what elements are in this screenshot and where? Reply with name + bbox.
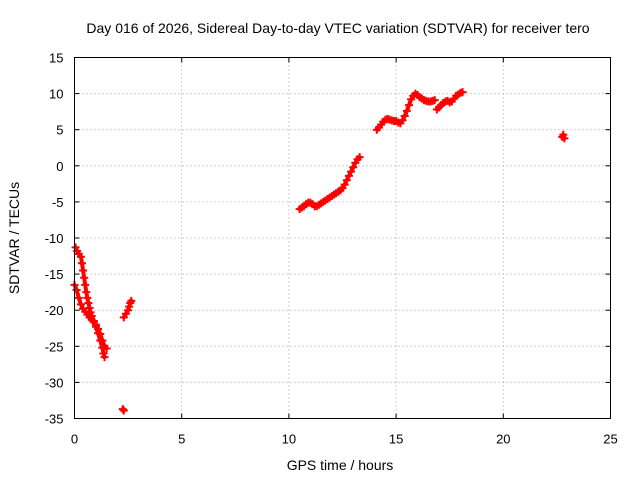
x-tick-label: 20 bbox=[496, 432, 510, 447]
y-tick-label: 0 bbox=[56, 159, 63, 174]
data-series-sdtvar bbox=[70, 88, 569, 415]
y-tick-label: -25 bbox=[45, 339, 64, 354]
y-tick-label: -30 bbox=[45, 375, 64, 390]
x-tick-label: 10 bbox=[282, 432, 296, 447]
data-point bbox=[355, 153, 364, 162]
data-point bbox=[100, 353, 109, 362]
y-axis-title: SDTVAR / TECUs bbox=[6, 182, 22, 294]
y-tick-label: 5 bbox=[56, 123, 63, 138]
data-point bbox=[127, 296, 136, 305]
data-point bbox=[458, 88, 467, 97]
x-tick-label: 0 bbox=[71, 432, 78, 447]
x-axis-title: GPS time / hours bbox=[287, 457, 394, 473]
data-point bbox=[119, 406, 128, 415]
x-tick-label: 5 bbox=[178, 432, 185, 447]
y-tick-labels: -35 -30 -25 -20 -15 -10 -5 0 5 10 15 bbox=[45, 51, 64, 427]
x-tick-label: 15 bbox=[389, 432, 403, 447]
axis-ticks bbox=[74, 57, 611, 419]
y-tick-label: -5 bbox=[52, 195, 64, 210]
x-tick-label: 25 bbox=[603, 432, 617, 447]
y-tick-label: 15 bbox=[49, 51, 63, 66]
y-tick-label: -10 bbox=[45, 231, 64, 246]
grid-lines bbox=[74, 57, 611, 419]
data-point bbox=[430, 96, 439, 105]
y-tick-label: -35 bbox=[45, 412, 64, 427]
y-tick-label: -20 bbox=[45, 303, 64, 318]
chart-title: Day 016 of 2026, Sidereal Day-to-day VTE… bbox=[86, 20, 589, 36]
data-point bbox=[560, 134, 569, 143]
y-tick-label: -15 bbox=[45, 267, 64, 282]
y-tick-label: 10 bbox=[49, 87, 63, 102]
x-tick-labels: 0 5 10 15 20 25 bbox=[71, 432, 618, 447]
